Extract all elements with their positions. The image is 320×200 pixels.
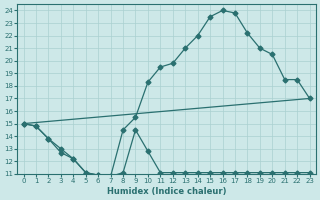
X-axis label: Humidex (Indice chaleur): Humidex (Indice chaleur) (107, 187, 226, 196)
